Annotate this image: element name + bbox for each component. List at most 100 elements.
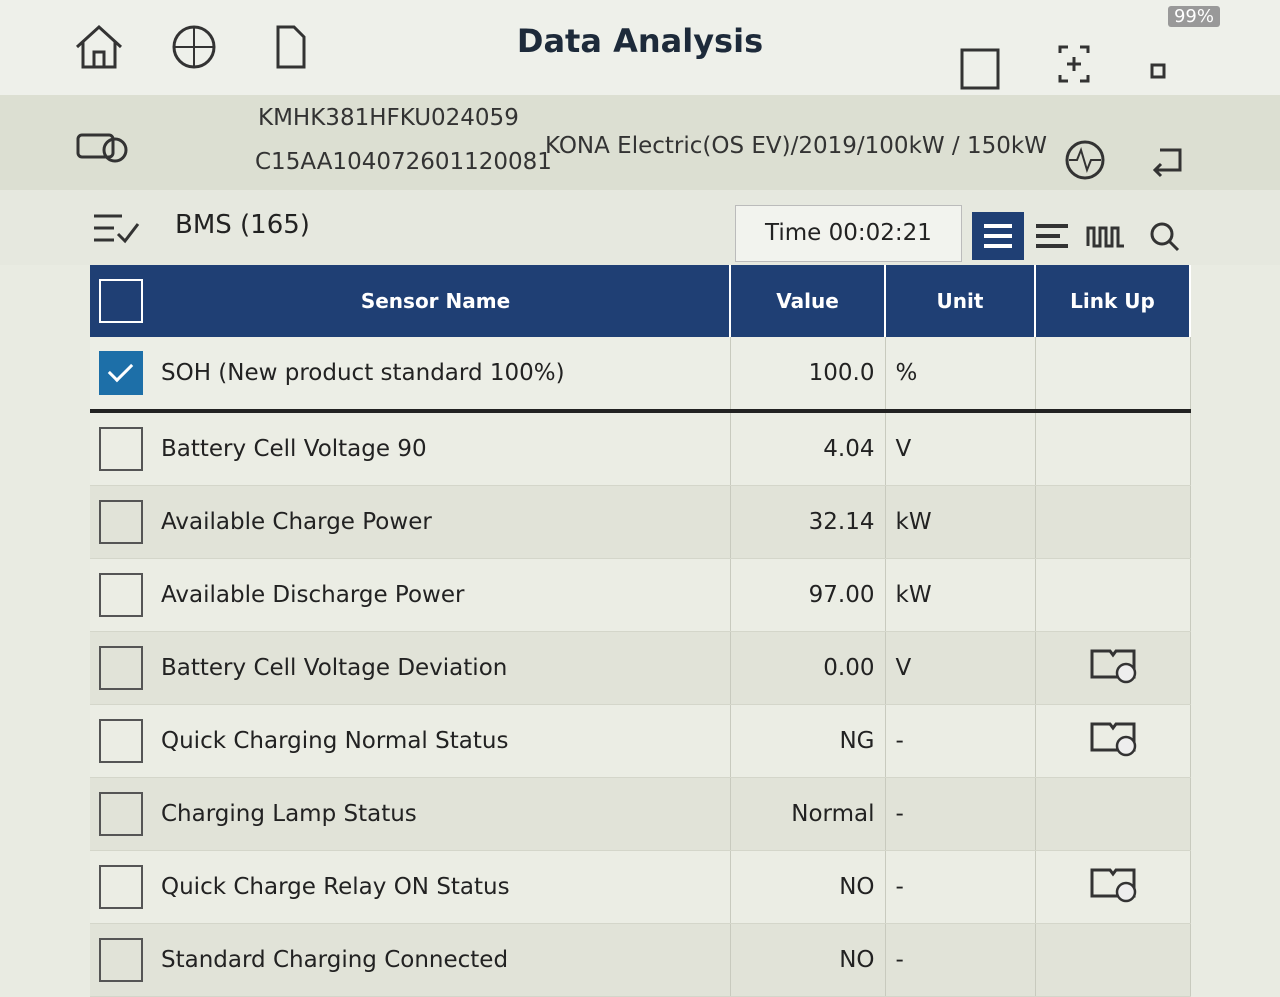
sensor-name: Available Discharge Power	[161, 582, 465, 608]
sensor-name: SOH (New product standard 100%)	[161, 360, 565, 386]
sensor-value: 97.00	[730, 558, 886, 632]
link-icon[interactable]	[1088, 645, 1138, 685]
sensor-cell: Battery Cell Voltage 90	[90, 411, 731, 486]
split-icon[interactable]	[1150, 63, 1166, 79]
row-checkbox[interactable]	[99, 865, 143, 909]
sensor-wrap: Standard Charging Connected	[91, 938, 729, 982]
list-icon	[94, 214, 140, 244]
sensor-unit: %	[885, 337, 1036, 413]
nav-icons	[75, 24, 306, 69]
sensor-value: 0.00	[730, 631, 886, 705]
sensor-wrap: Battery Cell Voltage 90	[91, 427, 729, 471]
link-cell	[1035, 923, 1191, 997]
vehicle-bar: KMHK381HFKU024059 C15AA104072601120081 K…	[0, 95, 1280, 190]
sensor-name: Quick Charge Relay ON Status	[161, 874, 510, 900]
sensor-unit: -	[885, 704, 1036, 778]
header-cell: Sensor Name	[91, 279, 728, 323]
column-header[interactable]: Sensor Name	[90, 265, 731, 337]
column-header[interactable]: Link Up	[1035, 265, 1191, 337]
battery: 99%	[1167, 6, 1220, 27]
sensor-value: NO	[730, 923, 886, 997]
column-header[interactable]: Value	[730, 265, 886, 337]
sensor-unit: V	[885, 631, 1036, 705]
select-all-checkbox[interactable]	[99, 279, 143, 323]
sensor-cell: Quick Charge Relay ON Status	[90, 850, 731, 924]
sensor-value: NG	[730, 704, 886, 778]
sensor-row: Available Charge Power 32.14 kW	[90, 485, 1191, 559]
upload-icon[interactable]	[276, 25, 306, 69]
sensor-cell: Available Charge Power	[90, 485, 731, 559]
link-cell	[1035, 558, 1191, 632]
sensor-cell: Quick Charging Normal Status	[90, 704, 731, 778]
vehicle-actions	[1065, 140, 1182, 180]
sensor-wrap: Available Charge Power	[91, 500, 729, 544]
sensor-cell: Battery Cell Voltage Deviation	[90, 631, 731, 705]
sensor-name: Standard Charging Connected	[161, 947, 509, 973]
row-checkbox[interactable]	[99, 719, 143, 763]
sensor-row: Charging Lamp Status Normal -	[90, 777, 1191, 851]
link-icon[interactable]	[1088, 718, 1138, 758]
sensor-value: 100.0	[730, 337, 886, 413]
row-checkbox[interactable]	[99, 427, 143, 471]
sensor-cell: Standard Charging Connected	[90, 923, 731, 997]
link-cell	[1035, 850, 1191, 924]
sensor-row: Battery Cell Voltage 90 4.04 V	[90, 411, 1191, 486]
sensor-name: Battery Cell Voltage Deviation	[161, 655, 508, 681]
title: Data Analysis	[516, 22, 764, 60]
link-cell	[1035, 411, 1191, 486]
sensor-unit: kW	[885, 558, 1036, 632]
sensor-wrap: Charging Lamp Status	[91, 792, 729, 836]
sensor-cell: Available Discharge Power	[90, 558, 731, 632]
car-icon	[76, 133, 128, 163]
search-button[interactable]	[1140, 212, 1192, 260]
sensor-value: 4.04	[730, 411, 886, 486]
sensor-row: Available Discharge Power 97.00 kW	[90, 558, 1191, 632]
home-icon[interactable]	[75, 24, 123, 69]
row-checkbox[interactable]	[99, 938, 143, 982]
sensor-wrap: Battery Cell Voltage Deviation	[91, 646, 729, 690]
row-checkbox[interactable]	[99, 351, 143, 395]
sensor-unit: V	[885, 411, 1036, 486]
vehicle-model: KONA Electric(OS EV)/2019/100kW / 150kW	[545, 133, 1047, 159]
link-cell	[1035, 485, 1191, 559]
signal-icon[interactable]	[1065, 140, 1105, 180]
row-checkbox[interactable]	[99, 792, 143, 836]
row-checkbox[interactable]	[99, 500, 143, 544]
sensor-value: Normal	[730, 777, 886, 851]
link-cell	[1035, 777, 1191, 851]
link-cell	[1035, 337, 1191, 413]
column-title: Sensor Name	[360, 289, 511, 313]
view-list-button[interactable]	[972, 212, 1024, 260]
row-checkbox[interactable]	[99, 646, 143, 690]
sensor-unit: -	[885, 923, 1036, 997]
view-text-button[interactable]	[1026, 212, 1078, 260]
sensor-row: Battery Cell Voltage Deviation 0.00 V	[90, 631, 1191, 705]
link-icon[interactable]	[1088, 864, 1138, 904]
device-icon[interactable]	[960, 48, 1000, 90]
sensor-wrap: Quick Charging Normal Status	[91, 719, 729, 763]
sensor-wrap: SOH (New product standard 100%)	[91, 351, 729, 395]
system-label: BMS (165)	[175, 210, 310, 240]
sensor-cell: SOH (New product standard 100%)	[90, 337, 731, 413]
sensor-name: Quick Charging Normal Status	[161, 728, 509, 754]
elapsed-time: Time 00:02:21	[735, 205, 962, 262]
sensor-name: Battery Cell Voltage 90	[161, 436, 427, 462]
pinned-row: SOH (New product standard 100%) 100.0%	[90, 337, 1191, 413]
sensor-unit: -	[885, 850, 1036, 924]
vin: KMHK381HFKU024059	[258, 105, 519, 131]
sensor-cell: Charging Lamp Status	[90, 777, 731, 851]
sensor-unit: kW	[885, 485, 1036, 559]
sensor-wrap: Available Discharge Power	[91, 573, 729, 617]
capture-icon[interactable]	[1058, 45, 1090, 83]
column-header[interactable]: Unit	[885, 265, 1036, 337]
back-icon[interactable]	[1152, 148, 1182, 178]
link-cell	[1035, 631, 1191, 705]
sensor-row: Standard Charging Connected NO -	[90, 923, 1191, 997]
view-graph-button[interactable]	[1080, 212, 1132, 260]
vehicle-id: C15AA104072601120081	[255, 149, 552, 175]
sensor-name: Charging Lamp Status	[161, 801, 417, 827]
link-cell	[1035, 704, 1191, 778]
sensor-table: Sensor Name Value Unit Link Up SOH (New pro…	[90, 265, 1191, 997]
tool-icons	[960, 45, 1166, 90]
row-checkbox[interactable]	[99, 573, 143, 617]
